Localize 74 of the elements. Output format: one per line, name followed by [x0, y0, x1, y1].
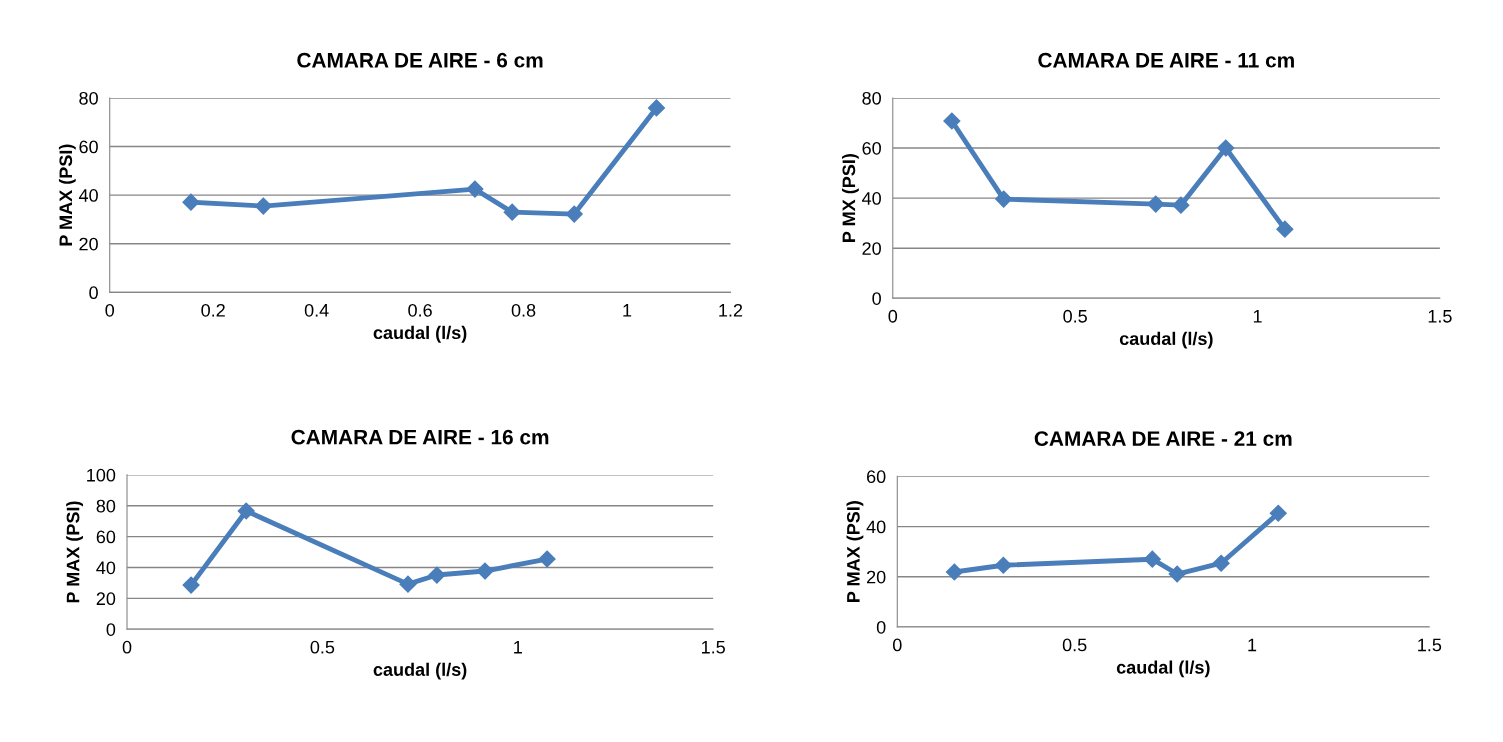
point [943, 112, 961, 130]
y-tick-label: 60 [867, 470, 886, 484]
chart-title: CAMARA DE AIRE - 11 cm [1038, 52, 1294, 68]
y-tick-label: 60 [79, 140, 98, 154]
y-axis-title: P MAX (PSI) [58, 144, 76, 246]
point [1143, 550, 1161, 568]
y-tick-label: 0 [876, 620, 886, 634]
point [945, 563, 963, 581]
y-tick-label: 80 [79, 91, 98, 105]
y-tick-label: 100 [87, 468, 116, 482]
x-tick-label: 0 [122, 640, 132, 654]
point [538, 550, 556, 568]
point [1212, 554, 1230, 572]
point [995, 190, 1013, 208]
point [237, 502, 255, 520]
y-tick-label: 0 [106, 623, 116, 636]
point [254, 197, 272, 215]
y-tick-label: 60 [96, 530, 116, 544]
y-tick-label: 40 [862, 192, 881, 205]
point [1269, 504, 1287, 522]
chart-title: CAMARA DE AIRE - 16 cm [291, 429, 549, 445]
x-tick-label: 0.8 [511, 303, 536, 317]
x-axis-title: caudal (l/s) [373, 662, 467, 680]
x-tick-label: 1.5 [702, 640, 725, 654]
x-tick-label: 0.5 [1062, 638, 1087, 652]
x-tick-label: 0.5 [310, 640, 335, 654]
point [466, 180, 484, 198]
point [399, 575, 417, 593]
x-tick-label: 1.5 [1418, 638, 1442, 652]
x-tick-label: 0 [888, 309, 898, 323]
x-tick-label: 1 [514, 640, 522, 654]
x-tick-label: 1.5 [1428, 310, 1452, 323]
point [647, 99, 666, 117]
point [1276, 220, 1294, 238]
chart-title: CAMARA DE AIRE - 21 cm [1034, 431, 1292, 447]
y-tick-label: 40 [78, 189, 98, 202]
point [503, 203, 521, 221]
x-tick-label: 0.4 [304, 303, 329, 317]
y-tick-label: 20 [867, 570, 886, 584]
x-axis-title: caudal (l/s) [373, 325, 467, 343]
y-axis-title: P MAX (PSI) [66, 501, 83, 603]
point [565, 205, 583, 223]
x-tick-label: 0.5 [1063, 309, 1087, 323]
x-tick-label: 0.6 [408, 303, 432, 317]
point [182, 576, 200, 594]
y-tick-label: 0 [89, 286, 98, 300]
point [1172, 196, 1190, 214]
x-tick-label: 1 [1253, 310, 1262, 323]
point [1147, 195, 1165, 213]
point [1168, 565, 1186, 583]
y-tick-label: 20 [862, 242, 881, 255]
y-tick-label: 0 [872, 292, 881, 305]
y-tick-label: 40 [866, 520, 886, 534]
x-tick-label: 0 [892, 638, 902, 652]
y-tick-label: 20 [96, 592, 116, 606]
x-tick-label: 0.2 [201, 303, 225, 317]
point [1217, 139, 1235, 157]
y-tick-label: 20 [79, 237, 98, 251]
point [476, 562, 494, 580]
y-axis-title: P MX (PSI) [841, 154, 859, 242]
y-tick-label: 40 [96, 561, 116, 575]
point [182, 193, 200, 211]
y-axis-title: P MAX (PSI) [846, 501, 864, 602]
chart-title: CAMARA DE AIRE - 6 cm [297, 52, 543, 68]
y-tick-label: 60 [862, 141, 881, 155]
y-tick-label: 80 [96, 499, 116, 513]
point [994, 556, 1012, 574]
y-tick-label: 80 [862, 91, 881, 105]
x-tick-label: 1 [623, 304, 632, 317]
x-axis-title: caudal (l/s) [1116, 660, 1210, 678]
x-tick-label: 1 [1248, 638, 1257, 652]
x-axis-title: caudal (l/s) [1119, 331, 1213, 349]
point [428, 566, 446, 584]
x-tick-label: 1.2 [719, 303, 743, 317]
